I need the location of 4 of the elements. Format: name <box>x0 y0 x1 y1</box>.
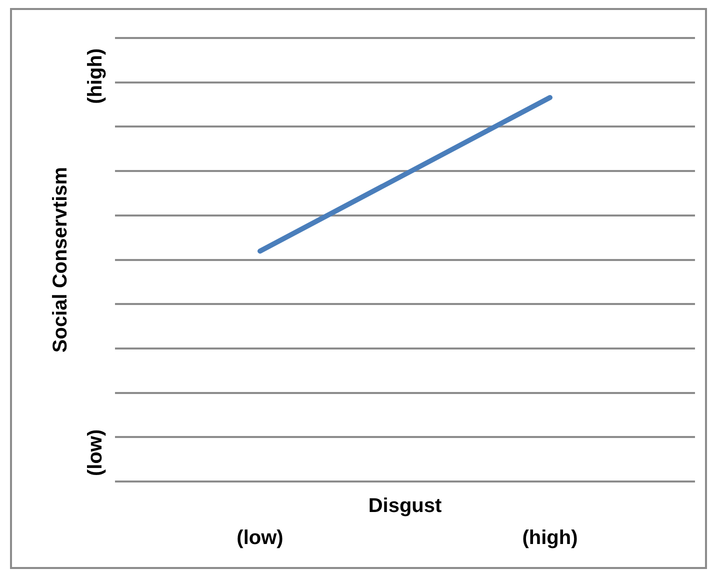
x-axis-title: Disgust <box>368 495 442 518</box>
text: (low) <box>84 429 107 476</box>
text: (high) <box>84 48 107 104</box>
y-axis-title: Social Conservtism <box>50 166 72 353</box>
